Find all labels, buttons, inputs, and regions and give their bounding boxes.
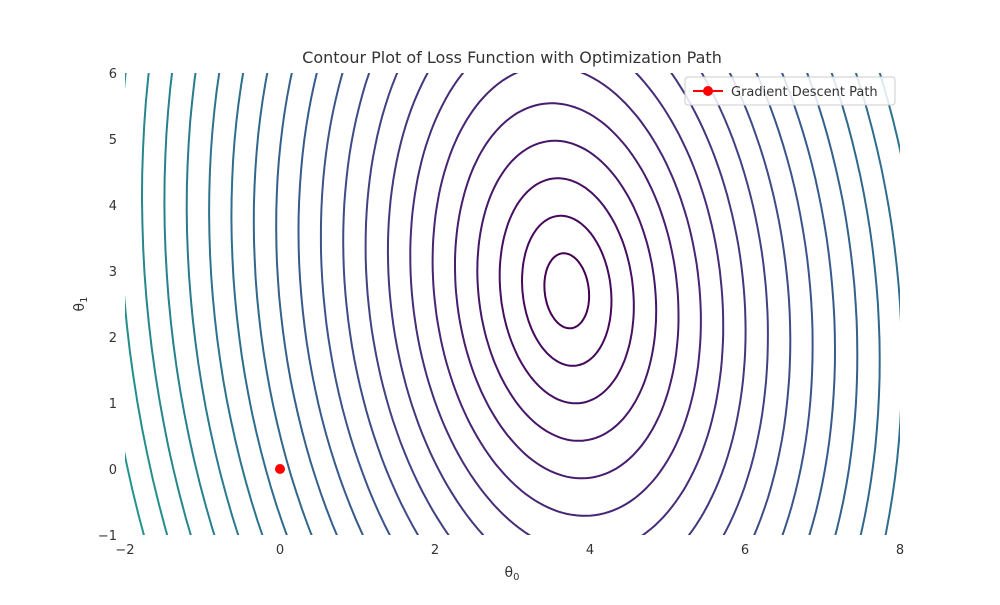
contour-level-8 <box>386 73 747 535</box>
contour-level-6 <box>431 73 702 517</box>
y-tick-label: 6 <box>109 67 117 82</box>
contour-level-5 <box>454 102 680 480</box>
contour-level-2 <box>520 214 613 367</box>
contour-level-17 <box>185 73 240 535</box>
x-tick-label: 4 <box>586 543 594 558</box>
contour-level-1 <box>543 252 591 330</box>
contour-level-20 <box>125 73 169 535</box>
y-tick-label: 1 <box>109 397 117 412</box>
x-tick-label: −2 <box>115 543 134 558</box>
contour-level-7 <box>409 73 725 535</box>
contour-level-12 <box>297 73 837 535</box>
y-axis-ticks: −1 0 1 2 3 4 5 6 <box>98 67 117 544</box>
x-axis-label: θ0 <box>505 565 520 583</box>
contour-level-18 <box>163 73 216 535</box>
x-axis-ticks: −2 0 2 4 6 8 <box>115 543 904 558</box>
legend-box <box>684 76 896 106</box>
contour-level-9 <box>364 73 769 535</box>
legend: Gradient Descent Path <box>684 76 896 106</box>
contour-level-11 <box>319 73 814 535</box>
contour-level-19 <box>140 73 192 535</box>
contour-level-13 <box>275 73 859 535</box>
contour-level-10 <box>342 73 792 535</box>
y-tick-label: 4 <box>109 199 117 214</box>
contour-level-3 <box>498 177 635 405</box>
x-tick-label: 8 <box>896 543 904 558</box>
x-tick-label: 0 <box>276 543 284 558</box>
y-tick-label: 0 <box>109 463 117 478</box>
legend-marker-icon <box>703 86 713 96</box>
contour-level-15 <box>230 73 900 535</box>
y-tick-label: 2 <box>109 331 117 346</box>
legend-label: Gradient Descent Path <box>731 85 878 100</box>
x-tick-label: 2 <box>431 543 439 558</box>
y-tick-label: −1 <box>98 529 117 544</box>
contour-level-16 <box>208 73 900 535</box>
contour-level-14 <box>252 73 881 535</box>
gradient-descent-path <box>275 464 285 474</box>
chart-title: Contour Plot of Loss Function with Optim… <box>302 48 722 67</box>
path-point <box>275 464 285 474</box>
y-tick-label: 3 <box>109 265 117 280</box>
x-tick-label: 6 <box>741 543 749 558</box>
y-tick-label: 5 <box>109 133 117 148</box>
contour-level-4 <box>476 139 658 442</box>
y-axis-label: θ1 <box>72 297 90 312</box>
